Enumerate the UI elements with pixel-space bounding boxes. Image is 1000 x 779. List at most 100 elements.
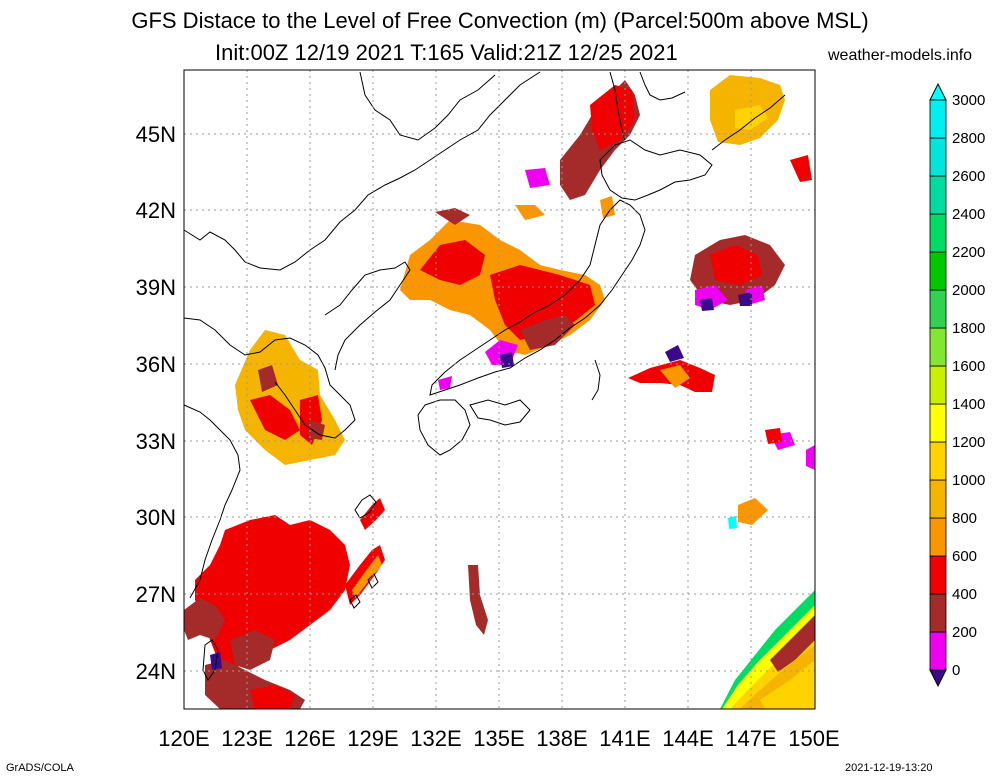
lat-tick-labels: 24N 27N 30N 33N 36N 39N 42N 45N xyxy=(136,122,176,684)
colorbar-segment xyxy=(929,137,947,177)
colorbar-segment xyxy=(929,403,947,443)
coastline xyxy=(417,399,471,456)
colorbar-label: 1600 xyxy=(952,358,985,375)
lon-tick-label: 126E xyxy=(284,726,335,751)
field-patch xyxy=(735,105,768,130)
field-patch xyxy=(258,365,325,440)
colorbar-label: 2800 xyxy=(952,130,985,147)
field-patch xyxy=(352,555,382,598)
colorbar-label: 0 xyxy=(952,662,960,679)
field-patch xyxy=(515,196,615,220)
field-patch xyxy=(250,685,295,709)
colorbar-label: 2000 xyxy=(952,282,985,299)
coastline xyxy=(711,94,786,151)
field-patch xyxy=(250,395,322,445)
gridlines xyxy=(184,70,815,709)
lon-tick-label: 138E xyxy=(536,726,587,751)
field-patch xyxy=(438,376,452,390)
colorbar-segment xyxy=(929,175,947,215)
colorbar-segment xyxy=(929,441,947,481)
field-patch xyxy=(184,598,275,670)
lat-tick-label: 24N xyxy=(136,659,176,684)
lon-tick-label: 132E xyxy=(410,726,461,751)
colorbar-label: 600 xyxy=(952,548,977,565)
colorbar-label: 1200 xyxy=(952,434,985,451)
coastline xyxy=(324,261,411,371)
colorbar-label: 1000 xyxy=(952,472,985,489)
colorbar-segment xyxy=(929,213,947,253)
lat-tick-label: 42N xyxy=(136,198,176,223)
colorbar-segment xyxy=(929,479,947,519)
lon-tick-labels: 120E 123E 126E 129E 132E 135E 138E 141E … xyxy=(158,726,839,751)
colorbar-label: 2400 xyxy=(952,206,985,223)
colorbar-segment xyxy=(929,517,947,557)
coastline xyxy=(354,494,377,519)
field-patch xyxy=(468,565,488,635)
lon-tick-label: 144E xyxy=(662,726,713,751)
colorbar-label: 2200 xyxy=(952,244,985,261)
field-patch xyxy=(195,515,350,670)
coastline xyxy=(609,71,626,141)
coastline-layer xyxy=(183,71,786,681)
lon-tick-label: 123E xyxy=(221,726,272,751)
colorbar-label: 200 xyxy=(952,624,977,641)
coastline xyxy=(183,71,541,271)
colorbar-segment xyxy=(929,327,947,367)
lat-tick-label: 33N xyxy=(136,429,176,454)
map-plot-area: 120E 123E 126E 129E 132E 135E 138E 141E … xyxy=(136,69,840,751)
field-patch xyxy=(738,498,768,525)
colorbar-segment xyxy=(929,99,947,139)
field-patch xyxy=(420,240,595,340)
coastline xyxy=(359,71,496,141)
colorbar-segment xyxy=(929,365,947,405)
coastline xyxy=(591,359,601,401)
map-title: GFS Distace to the Level of Free Convect… xyxy=(131,8,869,33)
field-patch xyxy=(728,516,737,529)
colorbar-segment xyxy=(929,593,947,633)
coastline xyxy=(202,639,219,681)
lat-tick-label: 36N xyxy=(136,352,176,377)
colorbar-label: 2600 xyxy=(952,168,985,185)
coastline xyxy=(639,71,686,101)
colorbar-label: 3000 xyxy=(952,92,985,109)
map-subtitle: Init:00Z 12/19 2021 T:165 Valid:21Z 12/2… xyxy=(215,40,678,65)
lat-tick-label: 27N xyxy=(136,582,176,607)
field-patch xyxy=(665,345,684,362)
field-patch xyxy=(700,292,752,311)
colorbar: 0 200 400 600 800 1000 1200 1400 1600 1800 2000 220… xyxy=(929,82,985,688)
field-patch xyxy=(770,615,815,672)
colorbar-segment xyxy=(929,251,947,291)
colorbar-label: 800 xyxy=(952,510,977,527)
field-patch xyxy=(660,365,690,388)
field-patch xyxy=(525,168,550,188)
footer-credit: GrADS/COLA xyxy=(6,762,74,774)
lat-tick-label: 39N xyxy=(136,275,176,300)
colorbar-segment xyxy=(929,631,947,671)
colorbar-label: 1400 xyxy=(952,396,985,413)
colorbar-label: 400 xyxy=(952,586,977,603)
site-label: weather-models.info xyxy=(828,47,973,64)
lon-tick-label: 147E xyxy=(725,726,776,751)
colorbar-segment xyxy=(929,289,947,329)
lon-tick-label: 150E xyxy=(788,726,839,751)
lon-tick-label: 129E xyxy=(347,726,398,751)
lon-tick-label: 141E xyxy=(599,726,650,751)
colorbar-label: 1800 xyxy=(952,320,985,337)
colorbar-bottom-arrow xyxy=(929,669,947,688)
lat-tick-label: 45N xyxy=(136,122,176,147)
field-patch xyxy=(710,245,762,285)
colorbar-top-arrow xyxy=(929,82,947,101)
plot-border xyxy=(183,69,816,710)
coastline xyxy=(599,139,713,201)
lon-tick-label: 135E xyxy=(473,726,524,751)
coastline xyxy=(349,573,379,609)
field-patch xyxy=(760,660,815,709)
colorbar-segment xyxy=(929,555,947,595)
coastline xyxy=(183,404,241,599)
footer-timestamp: 2021-12-19-13:20 xyxy=(845,762,933,774)
lat-tick-label: 30N xyxy=(136,505,176,530)
coastline xyxy=(183,317,356,439)
lon-tick-label: 120E xyxy=(158,726,209,751)
coastline xyxy=(469,399,531,426)
